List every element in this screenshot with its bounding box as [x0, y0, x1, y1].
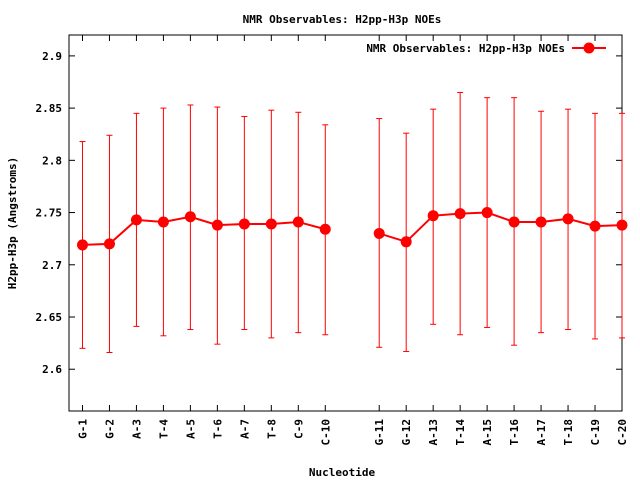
data-point [184, 211, 196, 223]
y-axis: 2.6 2.65 2.7 2.75 2.8 2.85 2.9 [36, 50, 622, 376]
data-point [130, 214, 142, 226]
series-line [378, 211, 623, 243]
data-point [535, 216, 547, 228]
data-point [508, 216, 520, 228]
data-point [238, 218, 250, 230]
data-point [292, 216, 304, 228]
x-axis-label: Nucleotide [309, 466, 376, 479]
data-point [157, 216, 169, 228]
data-point [562, 213, 574, 225]
data-point [265, 218, 277, 230]
x-tick-label: T-8 [265, 419, 278, 439]
data-point [103, 238, 115, 250]
data-point [454, 208, 466, 220]
legend-label: NMR Observables: H2pp-H3p NOEs [366, 42, 565, 55]
x-tick-label: G-2 [103, 419, 116, 439]
x-tick-label: T-16 [508, 419, 521, 446]
y-tick-label: 2.8 [42, 154, 62, 167]
x-tick-label: C-20 [616, 419, 629, 446]
data-point [616, 219, 628, 231]
y-tick-label: 2.7 [42, 259, 62, 272]
x-tick-label: T-18 [562, 419, 575, 446]
y-tick-label: 2.9 [42, 50, 62, 63]
data-point [481, 207, 493, 219]
x-tick-label: A-7 [238, 419, 251, 439]
series-layer [76, 91, 628, 354]
y-tick-label: 2.75 [36, 207, 63, 220]
x-tick-label: A-17 [535, 419, 548, 446]
legend: NMR Observables: H2pp-H3p NOEs [366, 42, 606, 55]
data-point [76, 239, 88, 251]
data-point [400, 236, 412, 248]
y-tick-label: 2.65 [36, 311, 63, 324]
x-tick-label: C-19 [589, 419, 602, 446]
data-point [373, 227, 385, 239]
chart-title: NMR Observables: H2pp-H3p NOEs [243, 13, 442, 26]
x-tick-label: G-11 [373, 419, 386, 446]
data-point [589, 220, 601, 232]
data-point [319, 223, 331, 235]
x-tick-label: A-15 [481, 419, 494, 446]
x-tick-label: A-3 [130, 419, 143, 439]
x-tick-label: G-12 [400, 419, 413, 446]
x-tick-label: T-14 [454, 419, 467, 446]
legend-marker-swatch [583, 42, 595, 54]
data-point [427, 210, 439, 222]
x-axis: G-1 G-2 A-3 T-4 A-5 T-6 A-7 T-8 C-9 C-10 G-11 G-12 A… [76, 35, 629, 446]
x-tick-label: A-5 [184, 419, 197, 439]
x-tick-label: T-6 [211, 419, 224, 439]
x-tick-label: C-9 [292, 419, 305, 439]
x-tick-label: T-4 [157, 419, 170, 439]
x-tick-label: C-10 [319, 419, 332, 446]
data-point [211, 219, 223, 231]
x-tick-label: A-13 [427, 419, 440, 446]
y-tick-label: 2.85 [36, 102, 63, 115]
y-axis-label: H2pp-H3p (Angstroms) [6, 157, 19, 289]
series-line [82, 215, 326, 246]
y-tick-label: 2.6 [42, 363, 62, 376]
x-tick-label: G-1 [76, 419, 89, 439]
